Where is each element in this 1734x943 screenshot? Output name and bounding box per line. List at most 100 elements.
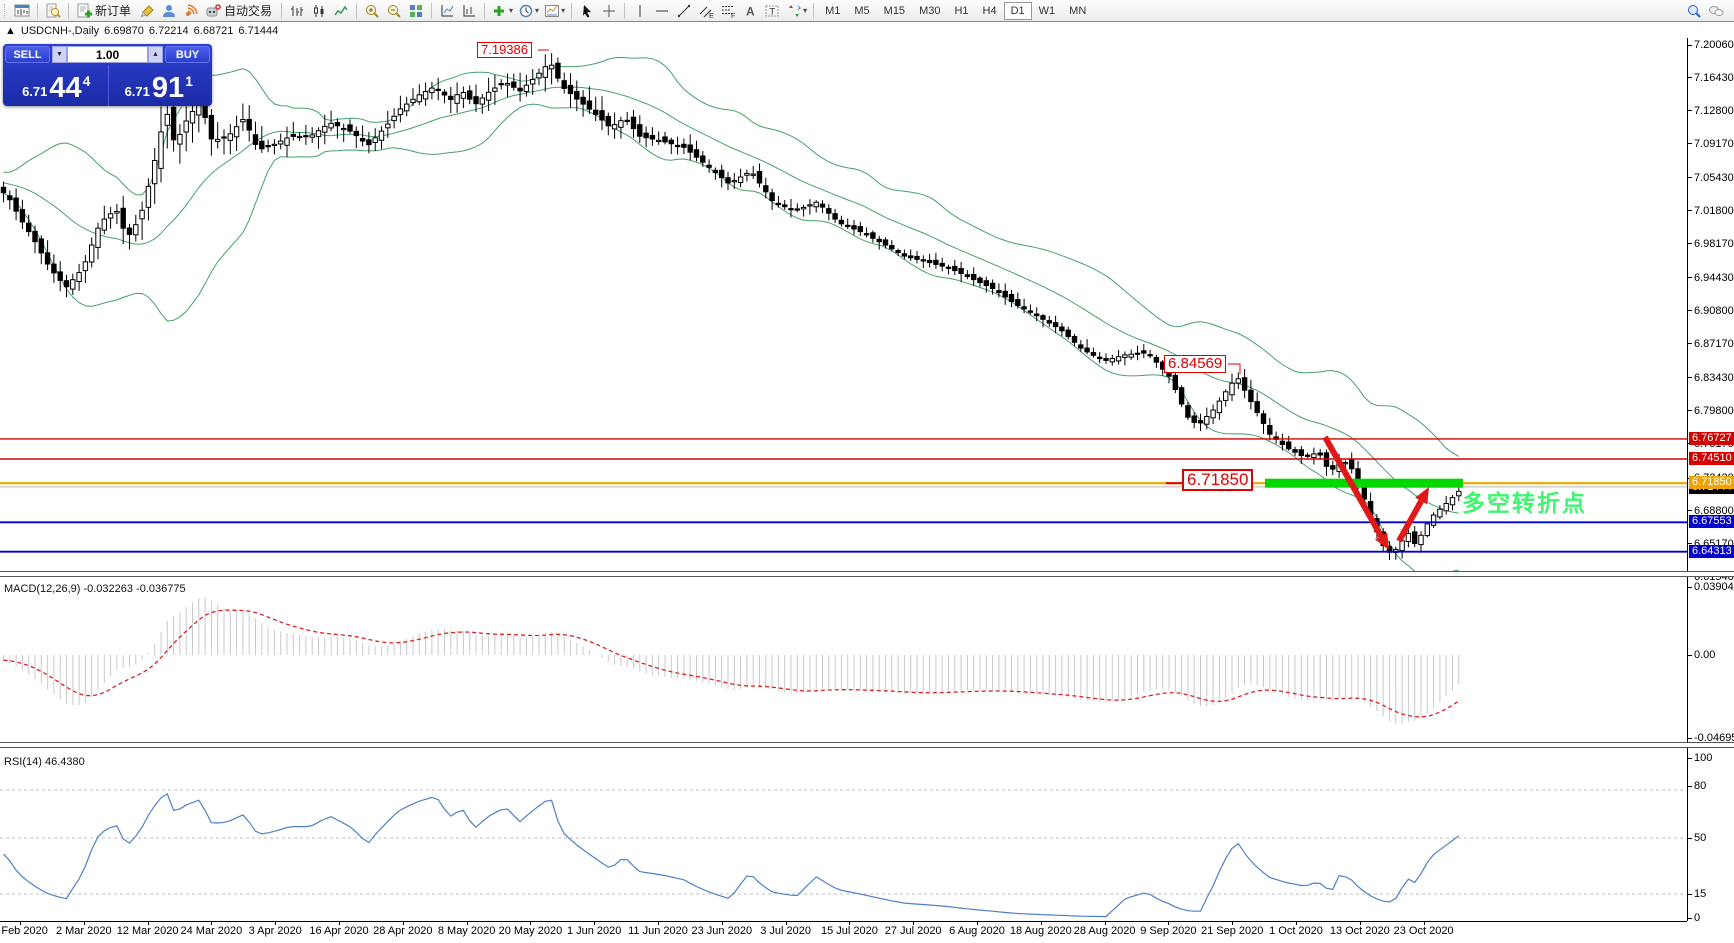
- timeframe-w1[interactable]: W1: [1038, 4, 1056, 17]
- swing-price-label[interactable]: 6.84569: [1164, 355, 1227, 374]
- buy-button[interactable]: BUY: [165, 46, 210, 63]
- equidistant-channel-icon[interactable]: E: [695, 1, 717, 20]
- trendline-icon[interactable]: [673, 1, 695, 20]
- volume-increase-button[interactable]: ▲: [148, 46, 163, 63]
- level-price-label[interactable]: 6.64313: [1689, 544, 1734, 558]
- pane-splitter[interactable]: [0, 571, 1734, 577]
- tile-windows-icon[interactable]: [405, 1, 427, 20]
- new-order-button[interactable]: 新订单: [95, 4, 132, 18]
- toolbar-separator: [431, 2, 433, 19]
- chevron-down-icon[interactable]: ▾: [561, 6, 566, 15]
- price-tick-label: 7.20060: [1694, 39, 1734, 51]
- buy-price[interactable]: 6.71 91 1: [124, 72, 193, 104]
- toolbar-separator: [571, 2, 573, 19]
- macd-label: MACD(12,26,9) -0.032263 -0.036775: [4, 583, 186, 595]
- cursor-icon[interactable]: [576, 1, 598, 20]
- market-watch-icon[interactable]: [42, 1, 64, 20]
- rsi-label: RSI(14) 46.4380: [4, 756, 85, 768]
- navigator-icon[interactable]: [458, 1, 480, 20]
- zoom-in-icon[interactable]: [361, 1, 383, 20]
- text-label-icon[interactable]: T: [761, 1, 783, 20]
- chevron-down-icon[interactable]: ▾: [535, 6, 540, 15]
- timeframe-m30[interactable]: M30: [919, 4, 941, 17]
- candlestick-chart-icon[interactable]: [308, 1, 330, 20]
- periods-icon[interactable]: [515, 1, 537, 20]
- price-tick-label: 6.90800: [1694, 304, 1734, 317]
- pane-splitter[interactable]: [0, 742, 1734, 748]
- templates-icon[interactable]: [541, 1, 563, 20]
- date-tick: [785, 921, 787, 925]
- new-chart-icon[interactable]: [11, 1, 33, 20]
- level-price-label[interactable]: 6.74510: [1689, 452, 1734, 466]
- line-chart-icon[interactable]: [330, 1, 352, 20]
- timeframe-m5[interactable]: M5: [854, 4, 870, 17]
- chat-icon[interactable]: [1705, 1, 1727, 20]
- sell-button[interactable]: SELL: [5, 46, 50, 63]
- axis-tick: [1688, 377, 1692, 379]
- chevron-down-icon[interactable]: ▾: [509, 6, 514, 15]
- axis-tick: [1688, 277, 1692, 279]
- timeframe-m1[interactable]: M1: [825, 4, 841, 17]
- add-indicator-icon[interactable]: [489, 1, 511, 20]
- data-window-icon[interactable]: [436, 1, 458, 20]
- date-label: 3 Jul 2020: [760, 925, 811, 937]
- timeframe-h4[interactable]: H4: [982, 4, 997, 17]
- timeframe-mn[interactable]: MN: [1069, 4, 1087, 17]
- date-tick: [594, 921, 596, 925]
- date-tick: [466, 921, 468, 925]
- bar-chart-icon[interactable]: [286, 1, 308, 20]
- toolbar: 新订单 自动交易 ▾ ▾ ▾ E F A T ▾ M1 M5 M15 M30 H…: [0, 0, 1734, 22]
- crosshair-icon[interactable]: [598, 1, 620, 20]
- axis-tick: [1688, 77, 1692, 79]
- timeframe-d1[interactable]: D1: [1003, 1, 1032, 20]
- vertical-line-icon[interactable]: [629, 1, 651, 20]
- macd-indicator-pane[interactable]: [0, 577, 1687, 742]
- candlestick-chart-pane[interactable]: [0, 38, 1687, 571]
- autotrading-icon[interactable]: [202, 1, 224, 20]
- price-tick-label: 7.01800: [1694, 204, 1734, 217]
- date-label: 11 Jun 2020: [628, 925, 688, 937]
- timeframe-h1[interactable]: H1: [954, 4, 969, 17]
- peak-price-label[interactable]: 7.19386: [477, 42, 532, 59]
- horizontal-line-icon[interactable]: [651, 1, 673, 20]
- zoom-out-icon[interactable]: [383, 1, 405, 20]
- new-order-icon[interactable]: [73, 1, 95, 20]
- arrows-icon[interactable]: [783, 1, 805, 20]
- svg-text:T: T: [770, 6, 776, 16]
- date-tick: [1232, 921, 1234, 925]
- volume-input[interactable]: [67, 46, 148, 63]
- timeframe-m15[interactable]: M15: [883, 4, 906, 17]
- candles: [0, 53, 1462, 560]
- chevron-down-icon[interactable]: ▾: [803, 6, 808, 15]
- search-icon[interactable]: [1683, 1, 1705, 20]
- date-label: 23 Oct 2020: [1393, 925, 1454, 937]
- signals-icon[interactable]: [180, 1, 202, 20]
- autotrading-button[interactable]: 自动交易: [224, 4, 273, 18]
- volume-decrease-button[interactable]: ▼: [52, 46, 67, 63]
- collapse-arrow-icon[interactable]: ▲: [5, 25, 16, 37]
- toolbar-separator: [356, 2, 358, 19]
- sell-price[interactable]: 6.71 44 4: [22, 72, 91, 104]
- price-axis[interactable]: 7.20060 7.16430 7.12800 7.09170 7.05430 7.018…: [1687, 38, 1734, 924]
- level-price-label[interactable]: 6.67553: [1689, 515, 1734, 529]
- axis-tick: [1688, 738, 1692, 739]
- text-icon[interactable]: A: [739, 1, 761, 20]
- profiles-icon[interactable]: [158, 1, 180, 20]
- zone-price-label[interactable]: 6.71850: [1182, 469, 1254, 492]
- axis-tick: [1688, 310, 1692, 312]
- date-label: 24 Mar 2020: [180, 925, 243, 937]
- level-price-label[interactable]: 6.71850: [1689, 476, 1734, 490]
- date-label: 13 Oct 2020: [1329, 925, 1390, 937]
- date-label: 2 Mar 2020: [55, 925, 112, 937]
- ohlc-high: 6.72214: [148, 25, 189, 37]
- macd-tick-label: 0.00: [1694, 649, 1716, 661]
- date-tick: [658, 921, 659, 925]
- level-price-label[interactable]: 6.76727: [1689, 431, 1734, 445]
- fibonacci-icon[interactable]: F: [717, 1, 739, 20]
- styler-icon[interactable]: [136, 1, 158, 20]
- rsi-indicator-pane[interactable]: [0, 748, 1687, 921]
- date-tick: [721, 921, 723, 925]
- date-label: 9 Feb 2020: [0, 925, 48, 937]
- rsi-tick-label: 0: [1694, 912, 1701, 924]
- turning-point-text[interactable]: 多空转折点: [1462, 490, 1587, 516]
